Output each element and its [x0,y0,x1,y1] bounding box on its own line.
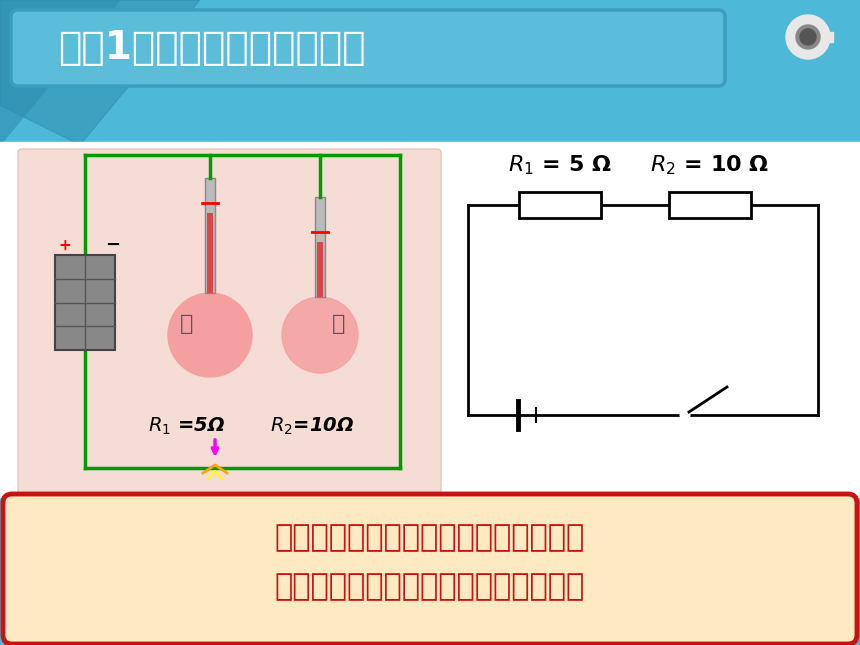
Text: $R_1$ =5Ω: $R_1$ =5Ω [148,416,225,437]
Bar [205,178,215,293]
Circle shape [680,410,690,419]
Text: 实验1：研究电热与电阻关系: 实验1：研究电热与电阻关系 [58,29,366,67]
FancyBboxPatch shape [3,494,857,644]
Bar [0,142,860,497]
Bar [207,213,213,293]
Text: 电阻越大，这个电阻产生的热量越多。: 电阻越大，这个电阻产生的热量越多。 [275,573,585,602]
Polygon shape [0,0,200,145]
Polygon shape [0,0,120,145]
Bar [55,255,115,350]
Text: 乙: 乙 [332,314,346,334]
Bar [519,192,601,218]
Circle shape [786,15,830,59]
Text: $R_2$=10Ω: $R_2$=10Ω [270,416,354,437]
Text: $\mathit{R}_1$ = 5 Ω: $\mathit{R}_1$ = 5 Ω [508,154,611,177]
Bar [818,32,833,42]
Circle shape [282,297,358,373]
Text: −: − [105,236,120,254]
Text: 甲: 甲 [180,314,194,334]
FancyBboxPatch shape [18,149,441,497]
Bar [317,242,323,297]
Text: +: + [58,238,71,253]
Circle shape [796,25,820,49]
FancyBboxPatch shape [11,10,725,86]
Text: $\mathit{R}_2$ = 10 Ω: $\mathit{R}_2$ = 10 Ω [650,154,770,177]
Bar [669,192,751,218]
Circle shape [800,29,816,45]
Circle shape [168,293,252,377]
Text: 在电流相同、通电时间相同的情况下，: 在电流相同、通电时间相同的情况下， [275,524,585,553]
Bar [315,197,325,297]
